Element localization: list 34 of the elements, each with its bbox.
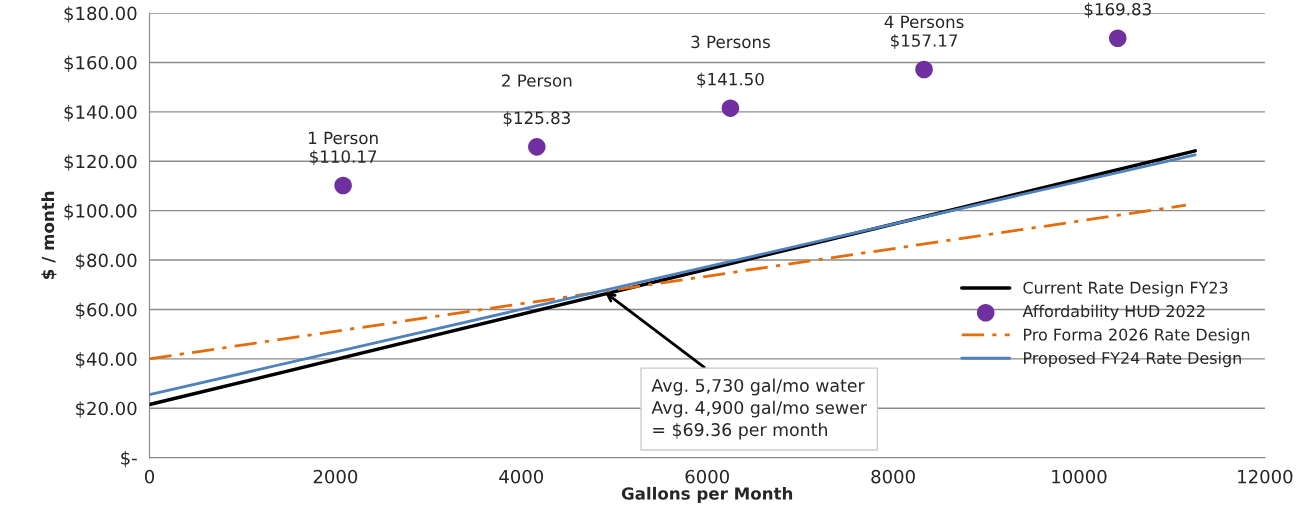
- data-label: $169.83: [1084, 2, 1151, 18]
- x-tick-label: 10000: [1052, 469, 1107, 484]
- point: [721, 99, 740, 117]
- y-tick-label: $100.00: [64, 203, 137, 221]
- text: 3 Persons $141.50: [691, 35, 770, 88]
- y-tick-label: $60.00: [76, 302, 137, 319]
- y-tick-label: $-: [121, 450, 137, 468]
- y-axis-title: $ / month: [41, 191, 57, 279]
- y-tick-label: $140.00: [64, 105, 137, 122]
- point: [528, 138, 546, 156]
- legend-label: Proposed FY24 Rate Design: [1024, 351, 1241, 368]
- data-label: 1 Person $110.17: [309, 131, 378, 166]
- legend-label: Pro Forma 2026 Rate Design: [1024, 328, 1250, 344]
- legend-label: Current Rate Design FY23: [1023, 281, 1228, 297]
- point: [915, 60, 933, 79]
- point: [334, 176, 352, 195]
- y-tick-label: $160.00: [64, 55, 137, 72]
- x-axis-title: Gallons per Month: [621, 486, 793, 504]
- legend-label: Affordability HUD 2022: [1022, 304, 1205, 321]
- y-tick-label: $80.00: [76, 253, 137, 270]
- x-tick-label: 12000: [1238, 469, 1293, 484]
- annotation: Avg. 5,730 gal/mo water Avg. 4,900 gal/mo sewer = $69.36 per month: [651, 378, 867, 440]
- x-tick-label: 0: [144, 469, 155, 484]
- x-tick-label: 4000: [499, 469, 544, 484]
- y-tick-label: $40.00: [76, 351, 137, 369]
- x-tick-label: 8000: [871, 469, 915, 484]
- y-tick-label: $20.00: [76, 401, 137, 418]
- y-tick-label: $120.00: [64, 154, 137, 171]
- x-tick-label: 6000: [685, 469, 729, 484]
- text: 2 Person $125.83: [502, 74, 572, 127]
- y-tick-label: $180.00: [64, 6, 137, 23]
- data-label: 4 Persons $157.17: [884, 15, 964, 49]
- point: [1108, 29, 1127, 47]
- x-tick-label: 2000: [313, 469, 358, 484]
